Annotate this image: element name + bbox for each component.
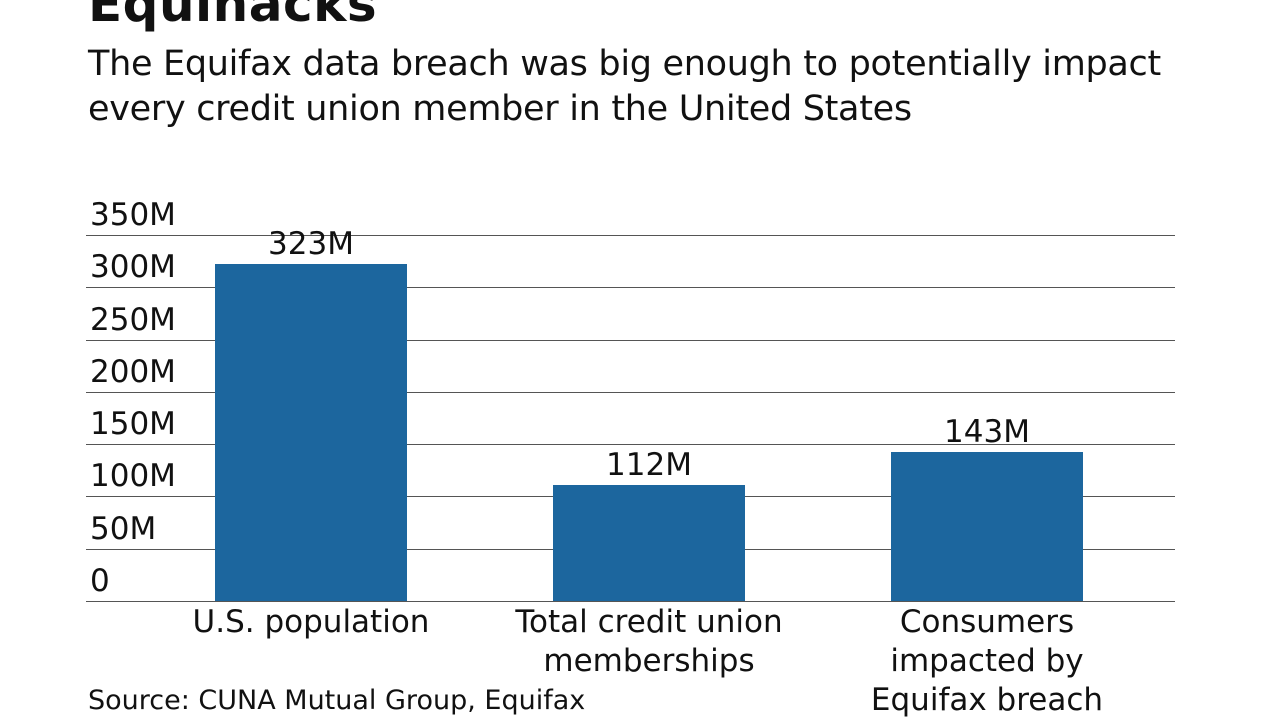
value-label: 323M bbox=[268, 226, 354, 262]
x-label-line: impacted by bbox=[890, 643, 1084, 679]
x-label-line: U.S. population bbox=[192, 604, 430, 640]
bar-credit-union-memberships bbox=[553, 485, 745, 601]
x-category-label: Total credit union memberships bbox=[489, 603, 809, 681]
x-label-line: Equifax breach bbox=[870, 682, 1104, 718]
y-tick-label: 50M bbox=[90, 511, 157, 547]
x-category-label: U.S. population bbox=[151, 603, 471, 642]
y-tick-label: 200M bbox=[90, 354, 176, 390]
bar-equifax-impacted bbox=[891, 452, 1083, 601]
gridline-0-baseline bbox=[86, 601, 1175, 602]
x-category-label: Consumers impacted by Equifax breach bbox=[827, 603, 1147, 720]
chart-subtitle: The Equifax data breach was big enough t… bbox=[88, 44, 1161, 129]
x-label-line: Total credit union bbox=[515, 604, 783, 640]
y-tick-label: 300M bbox=[90, 249, 176, 285]
x-label-line: Consumers bbox=[899, 604, 1075, 640]
y-tick-label: 0 bbox=[90, 563, 110, 599]
gridline-150 bbox=[86, 444, 1175, 445]
y-tick-label: 100M bbox=[90, 458, 176, 494]
source-note: Source: CUNA Mutual Group, Equifax bbox=[88, 685, 586, 716]
gridline-300 bbox=[86, 287, 1175, 288]
gridline-200 bbox=[86, 392, 1175, 393]
value-label: 112M bbox=[606, 447, 692, 483]
y-tick-label: 250M bbox=[90, 302, 176, 338]
y-tick-label: 150M bbox=[90, 406, 176, 442]
bar-us-population bbox=[215, 264, 407, 601]
chart-title: Equihacks bbox=[88, 0, 378, 33]
value-label: 143M bbox=[944, 414, 1030, 450]
gridline-250 bbox=[86, 340, 1175, 341]
y-tick-label: 350M bbox=[90, 197, 176, 233]
x-label-line: memberships bbox=[543, 643, 755, 679]
gridline-350 bbox=[86, 235, 1175, 236]
